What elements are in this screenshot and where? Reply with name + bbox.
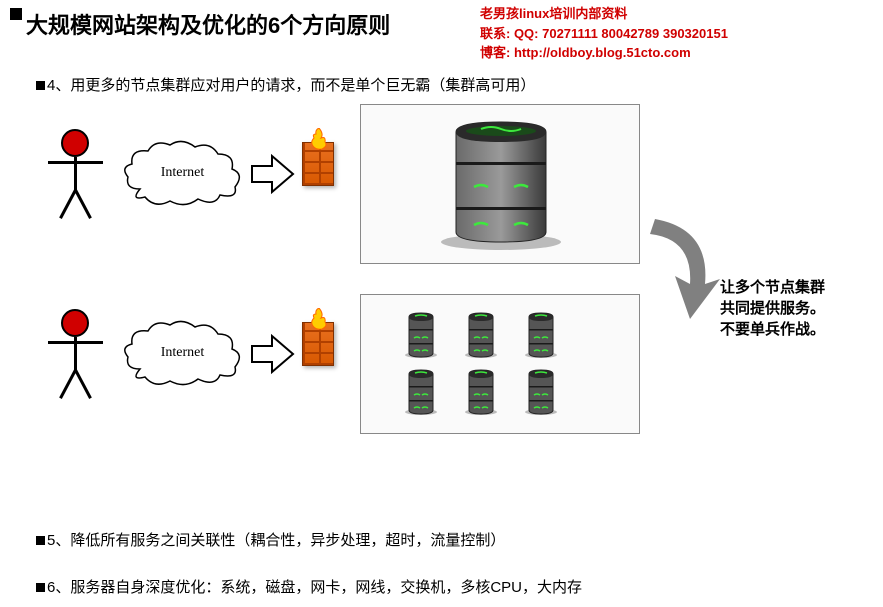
single-server-box (360, 104, 640, 264)
credits-link[interactable]: http://oldboy.blog.51cto.com (514, 45, 691, 60)
bullet-4: 4、用更多的节点集群应对用户的请求，而不是单个巨无霸（集群高可用） (0, 70, 883, 99)
small-server-icon (521, 311, 561, 359)
credits-block: 老男孩linux培训内部资料 联系: QQ: 70271111 80042789… (480, 4, 728, 63)
arrow-icon (250, 334, 295, 374)
bullet-icon (36, 536, 45, 545)
user-icon (40, 309, 110, 404)
cloud-label: Internet (120, 345, 245, 361)
small-server-icon (401, 311, 441, 359)
page-title: 大规模网站架构及优化的6个方向原则 (26, 8, 390, 40)
small-server-icon (461, 311, 501, 359)
firewall-icon (298, 134, 338, 189)
internet-cloud: Internet (120, 319, 245, 389)
internet-cloud: Internet (120, 139, 245, 209)
bullet-5: 5、降低所有服务之间关联性（耦合性，异步处理，超时，流量控制） (0, 525, 883, 554)
user-icon (40, 129, 110, 224)
cluster-server-box (360, 294, 640, 434)
server-cluster (391, 307, 621, 421)
bullet-icon (36, 583, 45, 592)
credits-line3: 博客: http://oldboy.blog.51cto.com (480, 43, 728, 63)
cloud-label: Internet (120, 165, 245, 181)
small-server-icon (461, 368, 501, 416)
title-bullet-icon (10, 8, 22, 20)
side-annotation: 让多个节点集群 共同提供服务。 不要单兵作战。 (720, 277, 825, 340)
bullet-6: 6、服务器自身深度优化：系统，磁盘，网卡，网线，交换机，多核CPU，大内存 (0, 572, 883, 601)
curve-arrow-icon (645, 214, 725, 324)
arrow-icon (250, 154, 295, 194)
firewall-icon (298, 314, 338, 369)
bullet-icon (36, 81, 45, 90)
credits-line2: 联系: QQ: 70271111 80042789 390320151 (480, 24, 728, 44)
small-server-icon (521, 368, 561, 416)
credits-line1: 老男孩linux培训内部资料 (480, 4, 728, 24)
page-title-row: 大规模网站架构及优化的6个方向原则 (0, 0, 883, 40)
diagram-area: Internet (0, 99, 883, 519)
small-server-icon (401, 368, 441, 416)
big-server-icon (426, 117, 576, 252)
